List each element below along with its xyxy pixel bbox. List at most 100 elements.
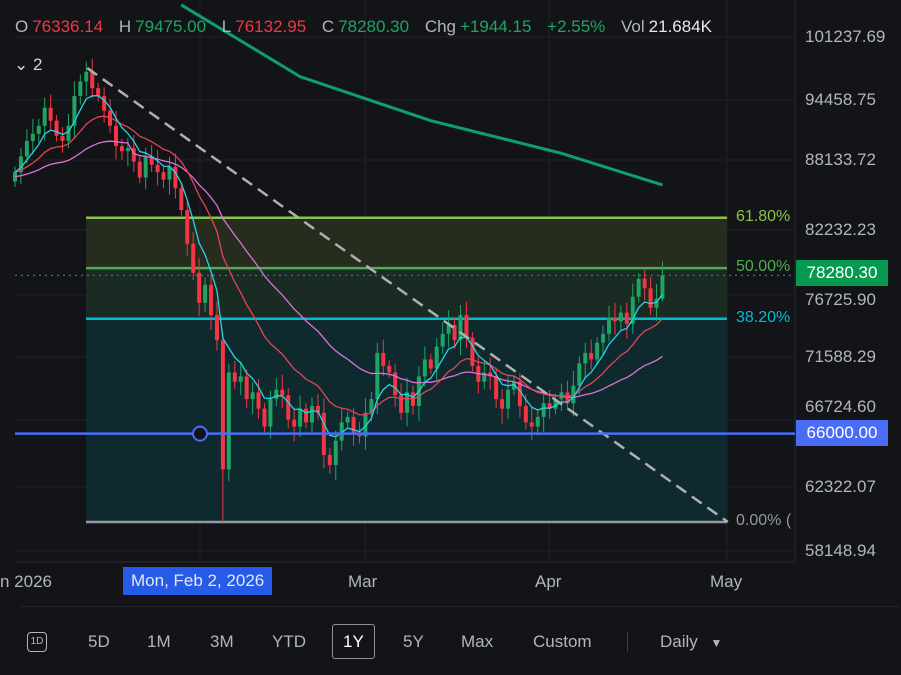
candle-body: [595, 342, 600, 360]
candle-body: [553, 399, 558, 409]
range-toolbar: 1D 5D 1M 3M YTD 1Y 5Y Max Custom Daily ▼: [0, 624, 901, 660]
candle-body: [624, 312, 629, 324]
indicators-toggle[interactable]: ⌄ 2: [14, 55, 42, 75]
candle-body: [333, 440, 338, 466]
candle-body: [220, 340, 225, 470]
current-price-tag: 78280.30: [796, 260, 888, 286]
interval-dropdown[interactable]: Daily ▼: [660, 624, 722, 660]
candle-body: [268, 399, 273, 427]
candle-body: [363, 412, 368, 437]
candle-body: [434, 346, 439, 369]
candle-body: [292, 419, 297, 427]
candle-body: [446, 325, 451, 334]
range-custom[interactable]: Custom: [533, 632, 592, 651]
candle-body: [494, 376, 499, 400]
close-label: C: [321, 17, 335, 36]
ohlc-legend: O 76336.14 H 79475.00 L 76132.95 C 78280.30 …: [15, 17, 716, 37]
candle-body: [405, 392, 410, 413]
candle-body: [422, 359, 427, 377]
alert-line-tag[interactable]: 66000.00: [796, 420, 888, 446]
candle-body: [488, 372, 493, 377]
calendar-1d-icon[interactable]: 1D: [27, 632, 47, 652]
range-3m[interactable]: 3M: [210, 632, 234, 651]
candle-body: [24, 140, 29, 157]
candle-body: [244, 376, 249, 400]
candle-body: [357, 433, 362, 437]
range-5y[interactable]: 5Y: [403, 632, 424, 651]
candle-body: [155, 164, 160, 173]
candle-body: [506, 389, 511, 409]
candle-body: [250, 392, 255, 400]
candle-body: [54, 120, 59, 136]
candle-body: [96, 88, 101, 96]
range-1y[interactable]: 1Y: [332, 624, 375, 659]
candle-body: [232, 372, 237, 382]
candle-body: [612, 317, 617, 322]
caret-down-icon: ▼: [710, 636, 723, 650]
candle-body: [90, 71, 95, 89]
close-value: 78280.30: [338, 17, 410, 36]
candle-body: [191, 243, 196, 273]
candle-body: [464, 315, 469, 338]
candle-body: [72, 95, 77, 126]
interval-label: Daily: [660, 632, 698, 651]
candle-body: [381, 352, 386, 366]
candle-body: [304, 408, 309, 423]
low-value: 76132.95: [235, 17, 307, 36]
price-axis-label: 76725.90: [805, 290, 876, 309]
price-axis-label: 88133.72: [805, 150, 876, 169]
chevron-down-icon: ⌄: [14, 55, 29, 74]
chg-pct-value: +2.55%: [547, 17, 606, 36]
time-label-mar: Mar: [348, 572, 378, 591]
candle-body: [339, 422, 344, 441]
candle-body: [642, 278, 647, 289]
candle-body: [440, 333, 445, 347]
candle-body: [280, 389, 285, 396]
candle-body: [393, 372, 398, 396]
candle-body: [102, 95, 107, 111]
candle-body: [654, 298, 659, 308]
candle-body: [262, 408, 267, 427]
candle-body: [113, 125, 118, 147]
price-axis-label: 62322.07: [805, 477, 876, 496]
candle-body: [607, 317, 611, 334]
candle-body: [197, 272, 202, 303]
candle-body: [517, 381, 522, 406]
range-5d[interactable]: 5D: [88, 632, 110, 651]
candle-body: [185, 210, 190, 244]
candle-body: [618, 312, 623, 322]
candle-body: [577, 363, 582, 386]
candle-body: [345, 416, 350, 423]
range-max[interactable]: Max: [461, 632, 494, 651]
vol-value: 21.684K: [648, 17, 712, 36]
candle-body: [327, 454, 332, 466]
time-label-jan: n 2026: [0, 572, 52, 591]
fib-level-label: 50.00%: [736, 258, 791, 276]
candle-body: [143, 156, 148, 178]
candle-body: [60, 135, 65, 141]
chg-value: +1944.15: [460, 17, 532, 36]
candle-body: [428, 359, 433, 369]
price-axis-label: 58148.94: [805, 541, 876, 560]
candle-body: [149, 156, 154, 165]
candle-body: [214, 315, 219, 341]
ma-long-line: [180, 3, 663, 187]
fib-zone: [86, 217, 727, 269]
candle-body: [315, 405, 320, 413]
candle-body: [523, 405, 528, 423]
price-axis-label: 101237.69: [805, 27, 886, 46]
range-ytd[interactable]: YTD: [272, 632, 306, 651]
high-value: 79475.00: [135, 17, 207, 36]
candle-body: [286, 395, 291, 420]
toolbar-separator: [627, 632, 628, 652]
vol-label: Vol: [621, 17, 645, 36]
candle-body: [351, 416, 356, 434]
candle-body: [648, 288, 653, 308]
fib-level-label: 38.20%: [736, 308, 791, 326]
low-label: L: [221, 17, 232, 36]
candle-body: [161, 172, 166, 180]
candle-body: [529, 422, 534, 427]
candle-body: [238, 376, 243, 382]
range-1m[interactable]: 1M: [147, 632, 171, 651]
